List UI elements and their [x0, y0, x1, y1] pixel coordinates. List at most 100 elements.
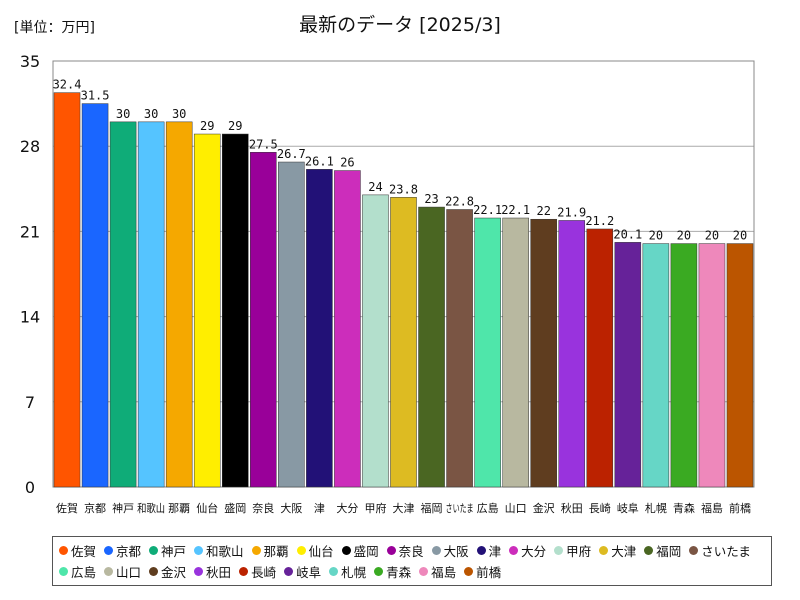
legend-label: 佐賀 — [71, 544, 97, 559]
data-label: 22.8 — [445, 194, 474, 208]
x-tick-label: 京都 — [84, 501, 106, 515]
legend-label: 前橋 — [476, 565, 502, 580]
legend-marker — [104, 546, 114, 555]
data-label: 22.1 — [473, 203, 502, 217]
legend-label: 那覇 — [263, 544, 289, 559]
data-label: 20 — [733, 229, 747, 243]
data-label: 29 — [200, 119, 214, 133]
legend-item: 山口 — [104, 561, 141, 582]
legend-marker — [329, 567, 339, 576]
legend-marker — [341, 546, 351, 555]
chart-title: 最新のデータ [2025/3] — [299, 14, 501, 36]
legend-item: 大阪 — [431, 540, 469, 561]
legend-label: 秋田 — [206, 565, 232, 580]
legend-item: 和歌山 — [194, 540, 244, 561]
y-tick-label: 7 — [25, 393, 35, 412]
legend-marker — [554, 546, 564, 555]
legend-item: 前橋 — [464, 561, 501, 582]
x-tick-label: 奈良 — [252, 501, 274, 515]
x-tick-label: 札幌 — [645, 501, 667, 515]
x-tick-label: 大津 — [393, 501, 415, 515]
legend-label: さいたま — [701, 544, 751, 559]
bar — [306, 169, 333, 488]
bar — [558, 220, 586, 488]
legend-marker — [194, 567, 204, 576]
legend-item: 福岡 — [644, 540, 681, 561]
bar — [53, 92, 81, 488]
x-tick-label: 仙台 — [196, 501, 218, 515]
data-label: 22 — [536, 204, 550, 218]
x-tick-label: 岐阜 — [617, 502, 639, 515]
x-tick-label: 広島 — [477, 501, 499, 515]
legend-marker — [284, 567, 294, 576]
legend-item: 盛岡 — [341, 540, 379, 561]
y-tick-label: 21 — [20, 222, 40, 241]
legend-label: 京都 — [116, 544, 142, 559]
bar — [698, 243, 726, 488]
data-label: 23.8 — [389, 182, 418, 196]
legend-marker — [59, 567, 68, 576]
x-tick-label: 長崎 — [589, 501, 611, 515]
legend-marker — [296, 546, 306, 555]
bar — [221, 133, 249, 488]
bar — [530, 218, 557, 488]
data-label: 30 — [116, 107, 130, 121]
legend-label: 大阪 — [443, 544, 469, 559]
legend-marker — [59, 546, 68, 555]
legend-item: 札幌 — [329, 561, 366, 582]
legend-label: 福岡 — [656, 544, 682, 559]
legend-label: 札幌 — [341, 565, 367, 580]
x-tick-label: 神戸 — [112, 501, 134, 515]
legend-marker — [476, 546, 486, 555]
x-tick-label: 那覇 — [168, 502, 190, 515]
legend-label: 岐阜 — [296, 565, 322, 580]
data-label: 20 — [649, 229, 663, 243]
legend-label: 津 — [488, 544, 502, 559]
y-tick-label: 35 — [20, 52, 40, 71]
legend-label: 広島 — [71, 565, 97, 580]
bar — [642, 243, 670, 488]
x-tick-label: 金沢 — [533, 501, 555, 515]
legend: 佐賀 京都 神戸 和歌山 那覇 仙台 盛岡 奈良 大阪 津 大分 甲府 大津 福岡 さいたま 広島 山口 金沢 秋田… — [52, 536, 772, 586]
legend-label: 金沢 — [161, 565, 187, 580]
legend-marker — [464, 567, 474, 576]
x-tick-label: 佐賀 — [56, 501, 78, 515]
y-tick-label: 28 — [20, 137, 40, 156]
legend-item: 仙台 — [296, 540, 334, 561]
data-label: 30 — [172, 107, 186, 121]
y-tick-label: 0 — [25, 478, 35, 497]
bar — [670, 243, 698, 488]
bar — [446, 209, 473, 488]
x-tick-label: 和歌山 — [137, 501, 165, 515]
bar — [193, 133, 221, 488]
legend-label: 甲府 — [566, 544, 592, 559]
legend-item: 津 — [476, 540, 502, 561]
legend-item: 岐阜 — [284, 561, 321, 582]
legend-label: 長崎 — [251, 565, 277, 580]
x-tick-label: 大阪 — [280, 501, 302, 515]
legend-item: 甲府 — [554, 540, 591, 561]
legend-label: 大分 — [521, 544, 547, 559]
legend-marker — [599, 546, 609, 555]
bar — [165, 121, 193, 488]
legend-item: 金沢 — [149, 561, 186, 582]
bar — [250, 152, 277, 488]
legend-item: 佐賀 — [59, 540, 96, 561]
x-tick-label: 前橋 — [729, 501, 751, 515]
legend-marker — [251, 546, 261, 555]
data-label: 29 — [228, 119, 242, 133]
x-tick-label: 福島 — [701, 501, 723, 515]
data-label: 31.5 — [81, 89, 110, 103]
legend-marker — [149, 567, 159, 576]
legend-label: 山口 — [116, 565, 142, 580]
legend-label: 奈良 — [398, 544, 424, 559]
legend-label: 和歌山 — [206, 544, 244, 559]
legend-marker — [374, 567, 384, 576]
legend-marker — [386, 546, 396, 555]
legend-item: 青森 — [374, 561, 411, 582]
data-label: 26.1 — [305, 154, 334, 168]
legend-label: 青森 — [386, 565, 412, 580]
x-tick-label: 甲府 — [364, 501, 386, 515]
